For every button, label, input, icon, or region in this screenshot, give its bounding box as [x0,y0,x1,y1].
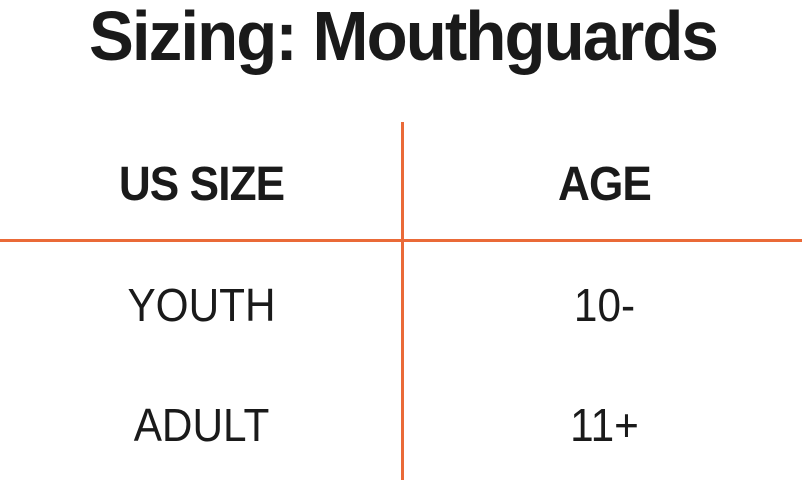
cell-size-youth: YOUTH [127,279,276,331]
cell-age-adult: 11+ [570,399,639,451]
column-header-us-size: US SIZE [118,157,285,211]
page-title: Sizing: Mouthguards [89,0,719,75]
header-divider-line [0,239,802,242]
column-header-age: AGE [558,157,652,211]
cell-size-adult: ADULT [133,399,270,451]
column-divider-line [401,122,404,480]
cell-age-youth: 10- [573,279,636,331]
